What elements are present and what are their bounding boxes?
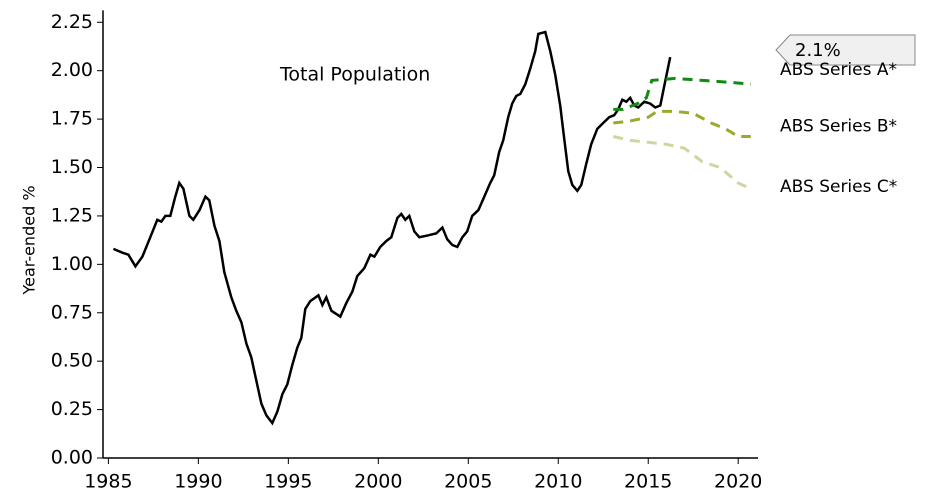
legend-label: Total Population: [279, 64, 430, 86]
y-tick-label: 1.50: [51, 156, 93, 178]
legend-label: ABS Series B*: [780, 117, 897, 137]
x-tick-label: 1990: [174, 471, 222, 493]
y-tick-label: 0.00: [51, 447, 93, 469]
series-line: [613, 109, 751, 138]
y-tick-label: 0.50: [51, 350, 93, 372]
y-tick-label: 1.25: [51, 204, 93, 226]
y-tick-label: 1.00: [51, 253, 93, 275]
x-tick-label: 2005: [444, 471, 492, 493]
x-tick-label: 2000: [354, 471, 402, 493]
series-line: [613, 76, 751, 111]
callout-label: 2.1%: [795, 40, 841, 61]
callout-box: [775, 34, 916, 66]
y-tick-label: 0.25: [51, 398, 93, 420]
x-tick-label: 1995: [264, 471, 312, 493]
y-tick-label: 1.75: [51, 108, 93, 130]
legend-label: ABS Series A*: [780, 60, 897, 80]
x-tick-label: 2020: [714, 471, 762, 493]
series-line: [612, 135, 752, 191]
x-tick-label: 2010: [534, 471, 582, 493]
x-tick-label: 2015: [624, 471, 672, 493]
y-tick-label: 2.25: [51, 11, 93, 33]
y-tick-label: 2.00: [51, 59, 93, 81]
y-tick-label: 0.75: [51, 301, 93, 323]
y-axis-label: Year-ended %: [20, 185, 39, 295]
x-tick-label: 1985: [84, 471, 132, 493]
legend-label: ABS Series C*: [780, 177, 897, 197]
series-line: [112, 30, 672, 426]
